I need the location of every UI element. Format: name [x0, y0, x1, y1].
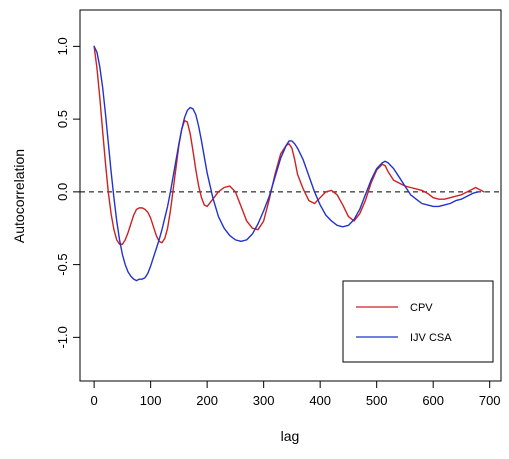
x-tick-label-700: 700 — [479, 393, 501, 408]
legend: CPV IJV CSA — [342, 280, 494, 363]
legend-label-ijv-csa: IJV CSA — [410, 332, 452, 344]
series-line-ijv-csa — [93, 45, 480, 282]
y-axis: -1.0 -0.5 0.0 0.5 1.0 — [55, 37, 80, 349]
x-axis: 0 100 200 300 400 500 600 700 — [91, 381, 501, 408]
x-tick-label-400: 400 — [309, 393, 331, 408]
x-tick-label-300: 300 — [253, 393, 275, 408]
x-tick-label-100: 100 — [140, 393, 162, 408]
y-tick-label-4: 1.0 — [55, 37, 70, 55]
plot-frame — [79, 9, 502, 382]
y-axis-label: Autocorrelation — [11, 149, 27, 243]
y-tick-label-0: -1.0 — [55, 326, 70, 348]
y-tick-label-1: -0.5 — [55, 253, 70, 275]
x-tick-label-0: 0 — [91, 393, 98, 408]
y-tick-label-3: 0.5 — [55, 110, 70, 128]
series-group — [93, 45, 485, 282]
x-tick-label-600: 600 — [422, 393, 444, 408]
x-tick-label-200: 200 — [196, 393, 218, 408]
y-tick-label-2: 0.0 — [55, 183, 70, 201]
x-tick-label-500: 500 — [366, 393, 388, 408]
x-axis-label: lag — [281, 428, 300, 444]
legend-label-cpv: CPV — [410, 302, 433, 314]
legend-box — [342, 280, 494, 363]
series-line-cpv — [93, 45, 485, 245]
